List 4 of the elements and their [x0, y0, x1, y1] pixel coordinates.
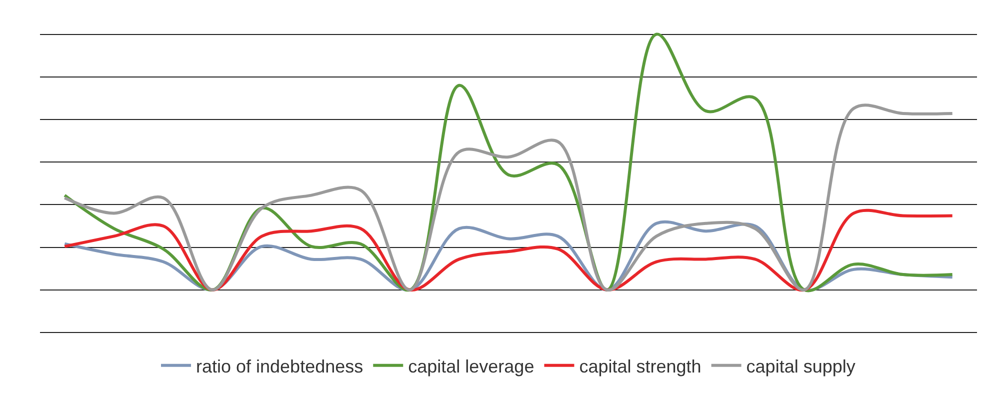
legend-label: capital supply — [746, 356, 856, 376]
legend-label: ratio of indebtedness — [196, 356, 364, 376]
legend-label: capital strength — [579, 356, 702, 376]
legend-label: capital leverage — [408, 356, 534, 376]
